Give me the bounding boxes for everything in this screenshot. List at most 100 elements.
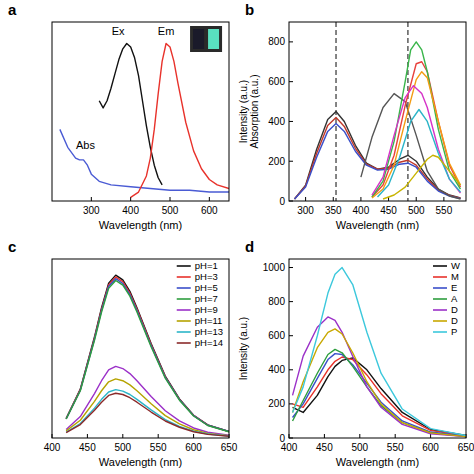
legend-swatch [177,287,191,289]
plot-area [66,275,229,436]
y-tick-label: 200 [268,156,285,167]
series-line [295,123,461,199]
y-tick [289,335,293,336]
legend: WMEADDP [433,260,460,337]
x-tick [209,197,210,201]
series-line [372,62,461,197]
x-tick-label: 550 [150,442,167,453]
y-axis-title: Intensity (a.u.) [238,80,249,143]
legend-swatch [177,320,191,322]
x-tick [395,434,396,438]
x-tick-label: 650 [458,442,474,453]
panel-label: c [8,238,16,255]
legend-label: pH=14 [195,337,223,348]
x-tick [324,434,325,438]
x-axis-title: Wavelength (nm) [336,456,419,468]
legend-swatch [433,331,447,333]
plot-area [293,268,466,437]
y-tick-label: 600 [268,330,285,341]
panel-label: d [245,238,254,255]
x-tick-label: 450 [316,442,333,453]
legend-label: D [451,315,458,326]
y-tick [289,403,293,404]
series-line [60,129,229,192]
y-tick-label: 600 [268,76,285,87]
series-line [372,86,461,195]
x-tick-label: 450 [380,205,397,216]
x-tick-label: 550 [387,442,404,453]
legend-label: D [451,304,458,315]
inset-photo [190,26,222,52]
legend-label: pH=13 [195,326,223,337]
y-tick [289,81,293,82]
x-tick [443,197,444,201]
legend-swatch [177,265,191,267]
legend-swatch [433,276,447,278]
legend-swatch [433,320,447,322]
x-tick-label: 500 [351,442,368,453]
y-tick-label: 800 [268,296,285,307]
x-tick-label: 300 [83,205,100,216]
y-tick-label: 400 [268,364,285,375]
series-line [293,329,466,437]
panel-c: c400450500550600650Wavelength (nm)pH=1pH… [8,238,238,468]
legend-label: pH=1 [195,260,218,271]
series-line [293,349,466,436]
legend-label: pH=3 [195,271,218,282]
legend-swatch [433,265,447,267]
y-tick-label: 0 [279,196,285,207]
y-tick-label: 0 [279,433,285,444]
x-tick-label: 450 [79,442,96,453]
series-line [293,317,466,437]
legend-label: E [451,282,457,293]
x-tick [430,434,431,438]
series-line [66,390,229,436]
x-tick-label: 600 [422,442,439,453]
legend-label: pH=9 [195,304,218,315]
x-axis-title: Wavelength (nm) [99,219,182,231]
series-line [66,279,229,432]
plot-frame [52,259,229,438]
series-line [378,110,461,198]
series-line [66,393,229,436]
x-tick [87,434,88,438]
y-tick-label: 400 [268,116,285,127]
x-tick-label: 400 [122,205,139,216]
y-tick [289,369,293,370]
legend-swatch [177,276,191,278]
series-line [66,366,229,435]
x-tick-label: 400 [353,205,370,216]
panel-label: a [8,1,17,18]
x-tick-label: 300 [297,205,314,216]
x-tick [91,197,92,201]
x-tick [122,434,123,438]
series-line [293,268,466,436]
x-tick [305,197,306,201]
legend-swatch [433,298,447,300]
x-tick [333,197,334,201]
y-tick [289,161,293,162]
panel-a: a300400500600Wavelength (nm)ExEmAbs [8,1,229,231]
y-tick-label: 800 [268,36,285,47]
y-tick-label: 1000 [263,262,286,273]
series-line [99,43,162,184]
plot-frame [289,259,466,438]
x-tick-label: 600 [201,205,218,216]
panel-label: b [245,1,254,18]
x-tick-label: 650 [221,442,238,453]
x-tick-label: 400 [44,442,61,453]
x-axis-title: Wavelength (nm) [99,456,182,468]
x-tick-label: 400 [281,442,298,453]
panel-b: b3003504004505005500200400600800Waveleng… [238,1,466,231]
legend-swatch [177,298,191,300]
y-tick [289,41,293,42]
plot-area [60,26,229,197]
x-tick-label: 350 [325,205,342,216]
legend-label: W [451,260,460,271]
legend-swatch [433,287,447,289]
y-tick [289,301,293,302]
series-line [383,155,460,199]
x-tick [193,434,194,438]
y-tick-label: 200 [268,398,285,409]
y-tick [289,121,293,122]
